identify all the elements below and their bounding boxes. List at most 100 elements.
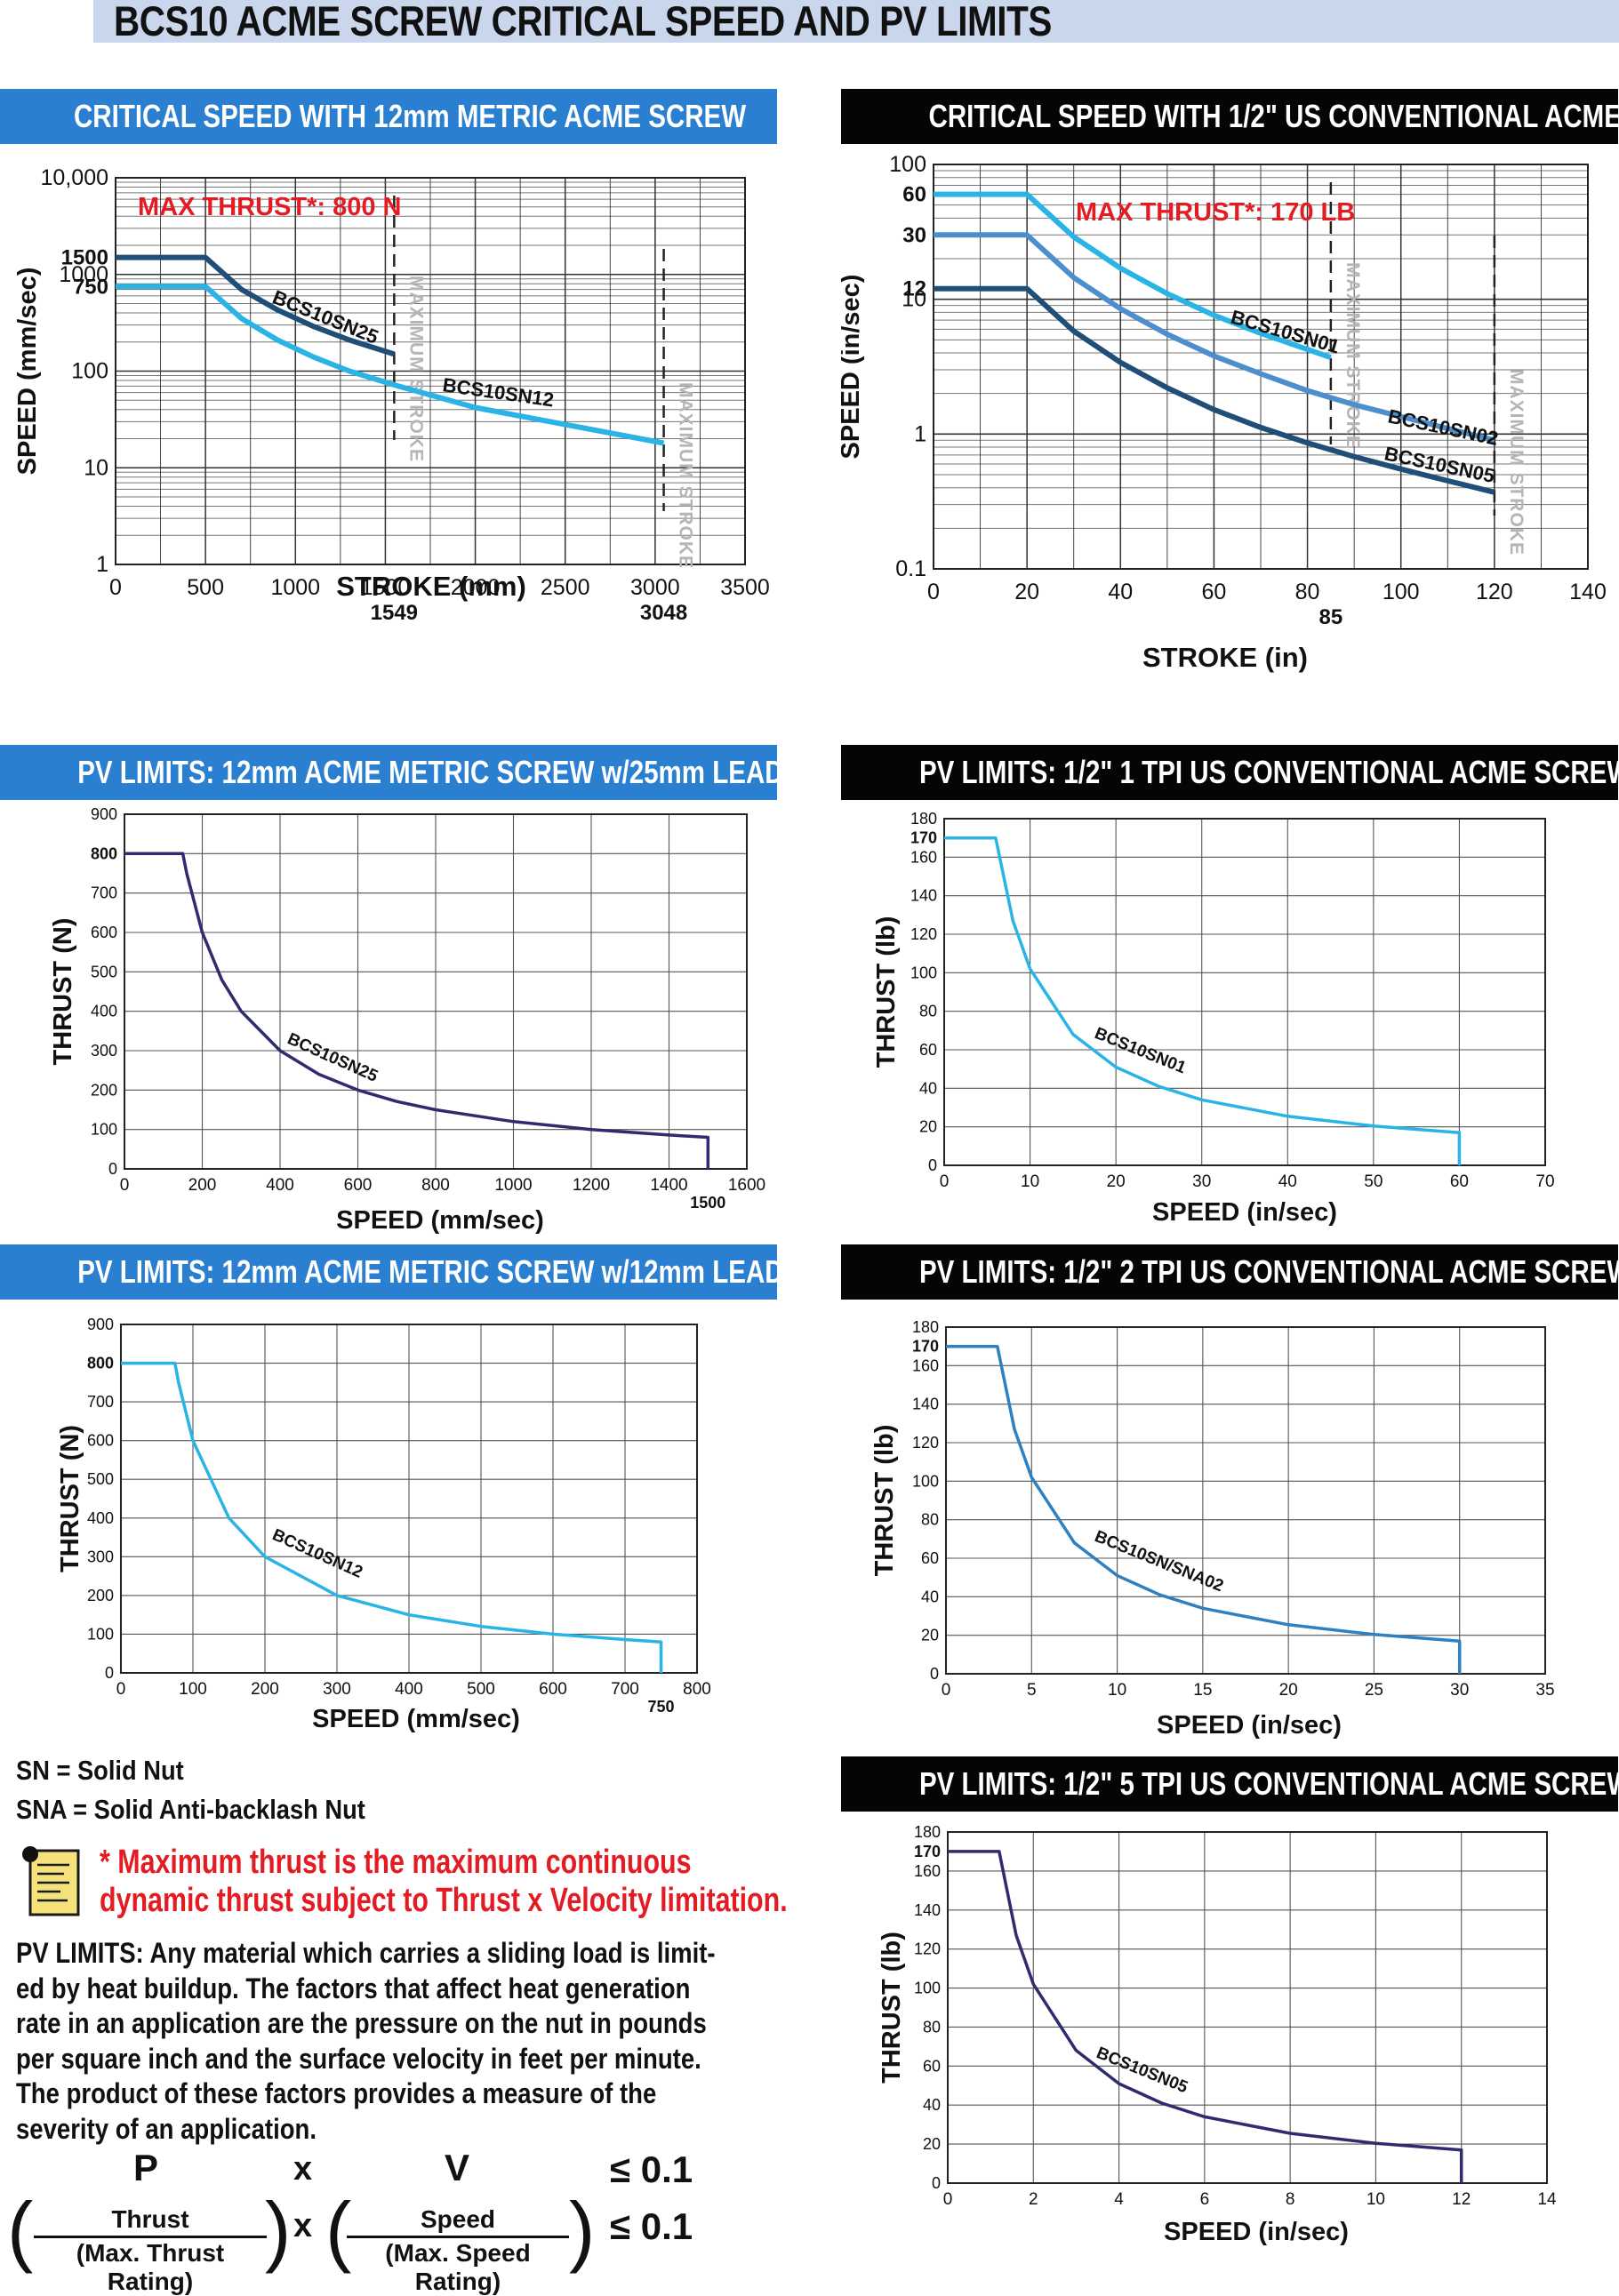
- x-axis-label: SPEED (mm/sec): [312, 1705, 520, 1733]
- max-thrust-note-2: dynamic thrust subject to Thrust x Veloc…: [100, 1882, 788, 1919]
- series-label: BCS10SN25: [285, 1029, 381, 1086]
- y-tick-label: 20: [919, 1118, 937, 1136]
- y-tick-label: 80: [919, 1003, 937, 1020]
- y-tick-label: 160: [910, 848, 937, 866]
- formula-x-bottom: x: [293, 2207, 313, 2244]
- y-tick-label: 900: [91, 805, 117, 823]
- x-tick-label: 40: [1278, 1172, 1297, 1191]
- y-tick-label: 170: [912, 1338, 939, 1356]
- x-tick-label: 15: [1193, 1681, 1212, 1700]
- series-label: BCS10SN05: [1094, 2044, 1190, 2097]
- chart-header-cs-us: CRITICAL SPEED WITH 1/2" US CONVENTIONAL…: [841, 89, 1618, 144]
- series-line-bcs10sn-sna02: [946, 1344, 1462, 1674]
- series-line-bcs10sn25: [116, 254, 396, 357]
- x-tick-label: 500: [187, 575, 224, 600]
- x-tick-label: 1000: [494, 1176, 532, 1195]
- y-tick-label: 400: [87, 1509, 114, 1527]
- notepad-icon: [22, 1846, 80, 1916]
- x-tick-label: 100: [1383, 580, 1420, 604]
- x-tick-label: 20: [1279, 1681, 1298, 1700]
- x-tick-label: 2500: [541, 575, 590, 600]
- x-tick-label: 35: [1535, 1681, 1554, 1700]
- max-thrust-annotation: MAX THRUST*: 800 N: [138, 193, 402, 221]
- plot-frame: [115, 177, 746, 565]
- x-tick-label: 1400: [650, 1176, 687, 1195]
- y-tick-label: 40: [919, 1079, 937, 1097]
- pv-paragraph-line: severity of an application.: [16, 2112, 317, 2145]
- y-tick-label: 60: [923, 2057, 941, 2075]
- x-axis-label: STROKE (mm): [336, 571, 526, 602]
- x-tick-label: 6: [1200, 2190, 1210, 2209]
- pv-paragraph-line: PV LIMITS: Any material which carries a …: [16, 1937, 716, 1969]
- y-tick-label: 140: [910, 887, 937, 905]
- y-tick-label: 60: [921, 1549, 939, 1567]
- x-tick-label: 0: [109, 575, 122, 600]
- y-tick-label: 0: [930, 1665, 939, 1683]
- y-tick-label: 0: [108, 1160, 117, 1178]
- x-tick-label: 2: [1029, 2190, 1038, 2209]
- pv-limits-5tpi-chart: 0 2 4 6 8 10 12 14020406080100120140160170180SP…: [878, 1823, 1557, 2246]
- x-tick-label: 3000: [630, 575, 680, 600]
- y-tick-label: 0: [928, 1156, 937, 1174]
- x-tick-label: 30: [1450, 1681, 1469, 1700]
- pv-limits-1tpi-chart: 0 10 20 30 40 50 60 70 0 20 40 60 80 100 120 140 1601701…: [872, 810, 1555, 1227]
- y-axis-label: SPEED (mm/sec): [13, 268, 42, 476]
- series-line-bcs10sn05: [948, 1850, 1463, 2183]
- max-stroke-label: MAXIMUM STROKE: [1342, 262, 1363, 449]
- x-tick-label-extra: 3048: [640, 601, 687, 625]
- y-tick-label: 500: [91, 963, 117, 980]
- x-tick-label-extra: 85: [1319, 605, 1343, 629]
- page-title: BCS10 ACME SCREW CRITICAL SPEED AND PV L…: [114, 0, 1052, 44]
- formula-fraction-line: [34, 2236, 267, 2238]
- x-axis-label: STROKE (in): [1142, 642, 1308, 673]
- y-tick-label: 400: [91, 1003, 117, 1020]
- pv-paragraph: PV LIMITS: Any material which carries a …: [16, 1936, 830, 2147]
- x-tick-label: 2000: [451, 575, 501, 600]
- x-tick-label: 600: [344, 1176, 373, 1195]
- plot-frame: [933, 164, 1589, 570]
- y-tick-label: 100: [91, 1121, 117, 1139]
- y-tick-label: 750: [73, 275, 108, 299]
- formula-speed: Speed: [420, 2205, 496, 2233]
- chart-header-pv-01: PV LIMITS: 1/2" 1 TPI US CONVENTIONAL AC…: [841, 745, 1618, 800]
- y-tick-label: 180: [914, 1823, 941, 1841]
- y-axis-label: THRUST (lb): [870, 1425, 899, 1577]
- formula-max-thrust: (Max. Thrust Rating): [76, 2239, 225, 2295]
- x-tick-label: 200: [251, 1680, 279, 1699]
- x-tick-label: 4: [1114, 2190, 1124, 2209]
- max-thrust-annotation: MAX THRUST*: 170 LB: [1076, 198, 1355, 227]
- y-tick-label: 600: [91, 924, 117, 941]
- plot-frame: [945, 1326, 1546, 1675]
- x-tick-label: 30: [1192, 1172, 1211, 1191]
- chart-header-pv-25: PV LIMITS: 12mm ACME METRIC SCREW w/25mm…: [0, 745, 777, 800]
- x-tick-label: 700: [611, 1680, 639, 1699]
- y-tick-label: 0.1: [895, 556, 926, 581]
- y-tick-label: 80: [923, 2018, 941, 2036]
- x-tick-label: 0: [927, 580, 940, 604]
- y-tick-label: 12: [902, 277, 926, 301]
- formula-paren-left-1: (: [7, 2186, 34, 2274]
- pv-paragraph-line: ed by heat buildup. The factors that aff…: [16, 1972, 691, 2004]
- x-tick-label: 400: [266, 1176, 294, 1195]
- formula-paren-right-2: ): [569, 2186, 596, 2274]
- x-tick-label: 50: [1364, 1172, 1383, 1191]
- pv-formula: P x V ≤ 0.1 ( Thrust (Max. Thrust Rating…: [0, 2147, 777, 2295]
- x-tick-label-extra: 1500: [690, 1194, 725, 1212]
- legend-sna: SNA = Solid Anti-backlash Nut: [16, 1794, 365, 1825]
- y-tick-label: 1000: [59, 262, 108, 287]
- series-label: BCS10SN25: [269, 285, 381, 348]
- y-axis-label: THRUST (N): [49, 918, 77, 1066]
- plot-frame: [120, 1324, 698, 1674]
- y-tick-label: 120: [912, 1434, 939, 1452]
- y-tick-label: 100: [87, 1625, 114, 1643]
- x-axis-label: SPEED (in/sec): [1157, 1711, 1342, 1740]
- y-tick-label: 140: [914, 1901, 941, 1919]
- y-tick-label: 160: [912, 1356, 939, 1374]
- x-tick-label: 1200: [573, 1176, 610, 1195]
- y-tick-label: 300: [87, 1548, 114, 1565]
- x-tick-label: 0: [940, 1172, 950, 1191]
- x-tick-label: 60: [1202, 580, 1227, 604]
- x-tick-label: 0: [943, 2190, 953, 2209]
- x-tick-label: 10: [1021, 1172, 1039, 1191]
- x-tick-label: 40: [1108, 580, 1133, 604]
